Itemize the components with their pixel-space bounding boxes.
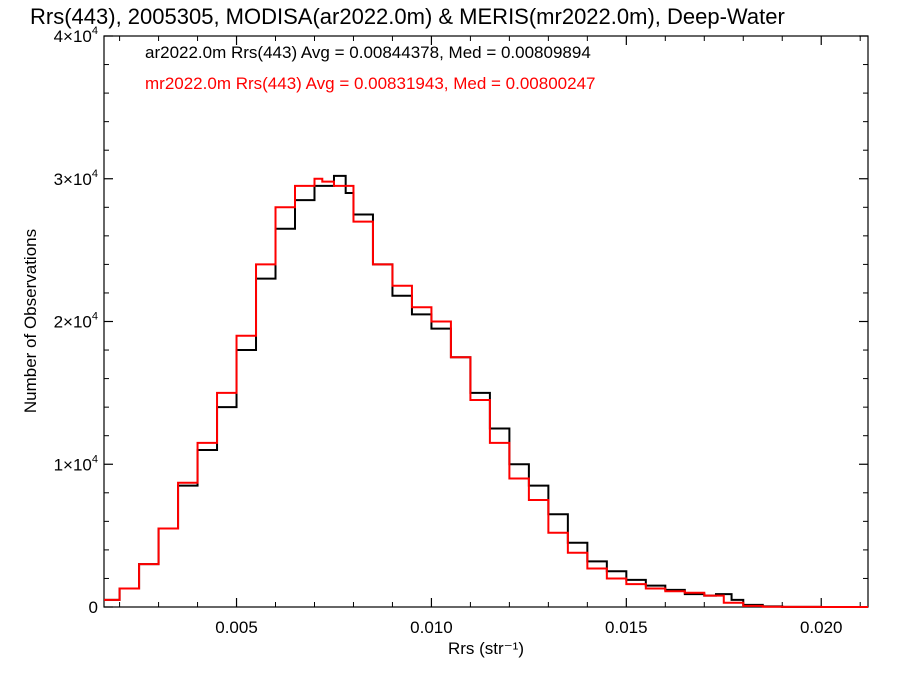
y-tick-label: 2×104 [54, 311, 98, 332]
series-mr2022-0m-line [104, 177, 868, 608]
x-axis: 0.005 0.010 0.015 0.020 [119, 36, 861, 637]
chart-title: Rrs(443), 2005305, MODISA(ar2022.0m) & M… [30, 4, 785, 29]
series-layer [104, 174, 868, 608]
annotation-ar-stats: ar2022.0m Rrs(443) Avg = 0.00844378, Med… [145, 43, 591, 62]
y-axis-label: Number of Observations [21, 229, 40, 413]
series-ar2022-0m-line [104, 174, 868, 608]
y-tick-label: 3×104 [54, 168, 98, 189]
plot-area [103, 35, 869, 608]
x-tick-label: 0.005 [215, 618, 258, 637]
x-tick-label: 0.015 [605, 618, 648, 637]
x-tick-label: 0.010 [410, 618, 453, 637]
y-tick-label: 4×104 [54, 25, 98, 46]
y-tick-label: 0 [89, 598, 98, 617]
plot-frame [103, 35, 869, 608]
y-tick-label: 1×104 [54, 453, 98, 474]
x-tick-label: 0.020 [800, 618, 843, 637]
x-axis-label: Rrs (str⁻¹) [448, 639, 524, 658]
annotation-mr-stats: mr2022.0m Rrs(443) Avg = 0.00831943, Med… [145, 74, 596, 93]
y-axis: 0 1×104 2×104 3×104 4×104 [54, 25, 868, 617]
